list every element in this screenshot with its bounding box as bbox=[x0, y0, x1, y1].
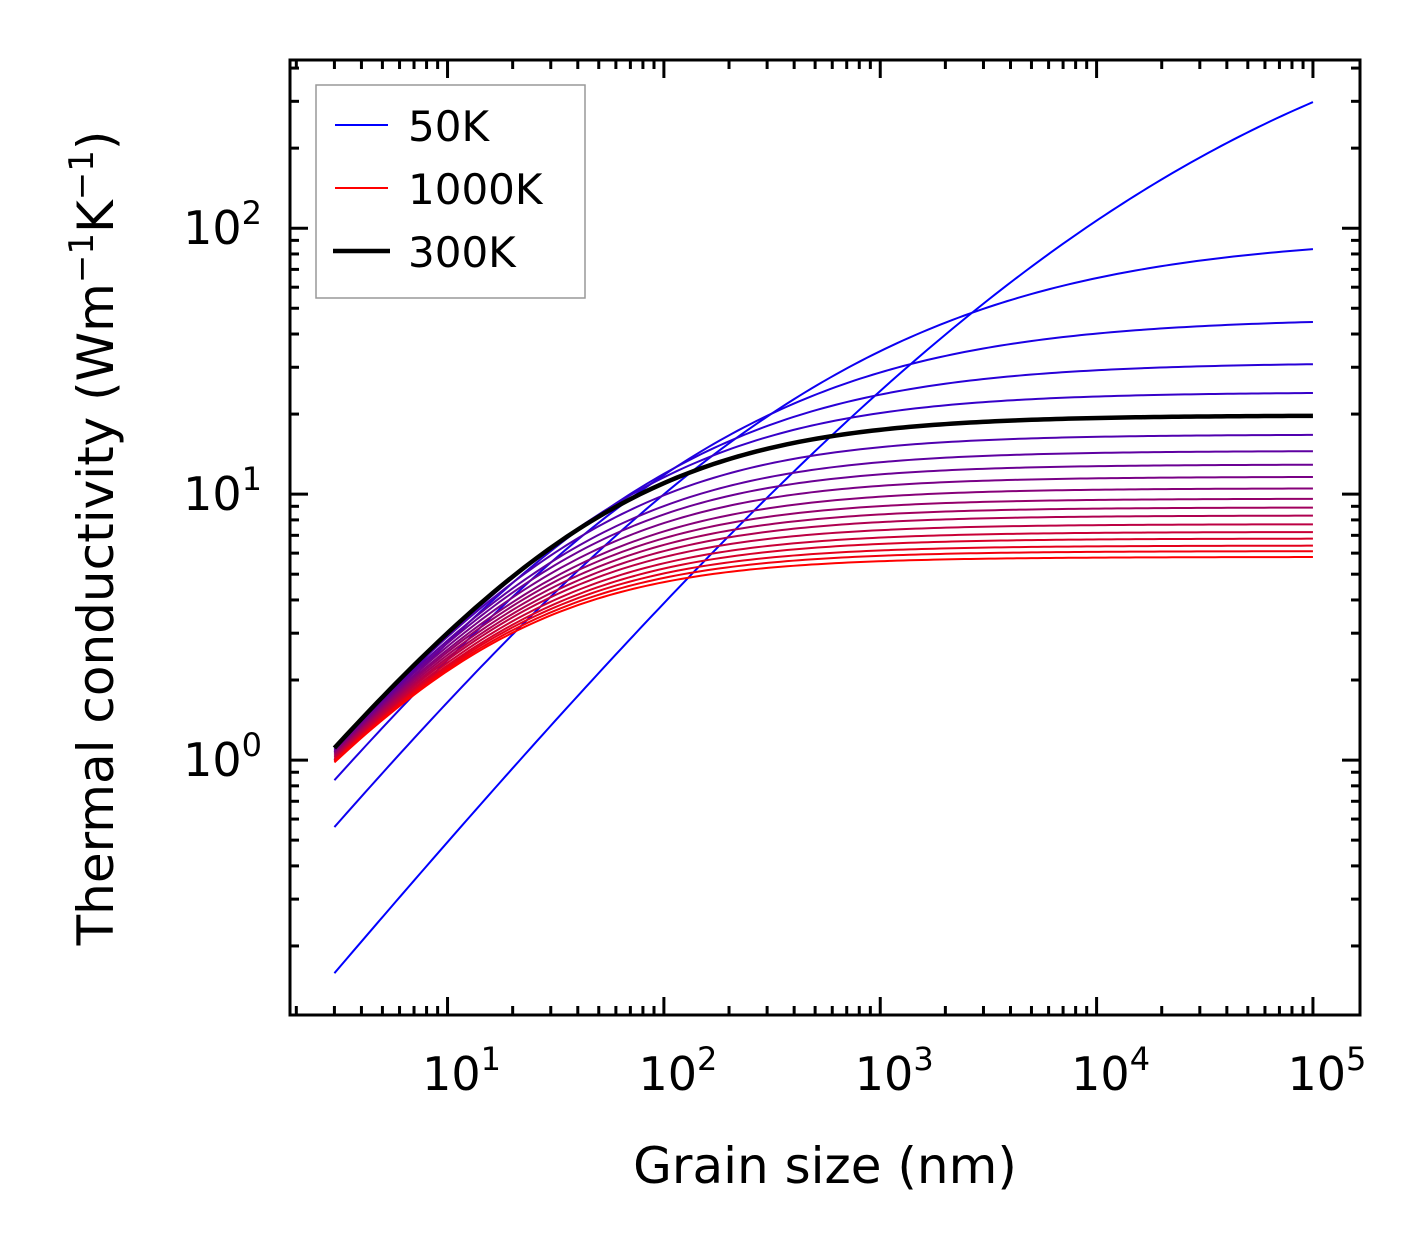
curve-150k bbox=[333, 320, 1313, 781]
legend-label-1000k: 1000K bbox=[408, 165, 544, 214]
curve-800k bbox=[333, 531, 1313, 760]
x-axis-label: Grain size (nm) bbox=[633, 1137, 1017, 1195]
curve-700k bbox=[333, 514, 1313, 758]
curve-850k bbox=[333, 537, 1313, 761]
x-tick-label: 103 bbox=[855, 1040, 934, 1101]
y-tick-label: 100 bbox=[183, 726, 262, 787]
curve-400k bbox=[333, 450, 1313, 751]
y-axis-label-close: ) bbox=[67, 131, 125, 151]
x-tick-label: 101 bbox=[422, 1040, 501, 1101]
plot-frame bbox=[288, 58, 1362, 1017]
curve-950k bbox=[333, 550, 1313, 762]
x-tick-label: 104 bbox=[1071, 1040, 1150, 1101]
curve-600k bbox=[333, 497, 1313, 756]
curve-350k bbox=[333, 433, 1313, 750]
curves-layer bbox=[332, 101, 1314, 974]
curve-500k bbox=[333, 475, 1313, 753]
y-tick-label: 102 bbox=[183, 194, 262, 255]
y-axis-label-main: Thermal conductivity (Wm bbox=[67, 283, 125, 946]
curve-1000k bbox=[333, 556, 1313, 764]
curve-50k bbox=[333, 101, 1314, 974]
curve-450k bbox=[333, 463, 1313, 752]
legend: 50K 1000K 300K bbox=[315, 84, 586, 299]
y-axis-label-exp1: −1 bbox=[62, 233, 102, 283]
curve-900k bbox=[333, 544, 1313, 762]
curve-200k bbox=[333, 363, 1313, 761]
curve-300k bbox=[332, 413, 1313, 750]
curve-100k bbox=[333, 248, 1314, 828]
x-tick-label: 102 bbox=[638, 1040, 717, 1101]
legend-label-300k: 300K bbox=[408, 228, 517, 277]
curve-750k bbox=[333, 523, 1313, 759]
curve-550k bbox=[333, 487, 1313, 755]
legend-label-50k: 50K bbox=[408, 102, 490, 151]
curve-650k bbox=[333, 506, 1313, 757]
y-axis-label-exp2: −1 bbox=[62, 150, 102, 200]
tick-labels-layer: 101 102 103 104 105 100 101 102 bbox=[183, 194, 1366, 1101]
x-tick-label: 105 bbox=[1287, 1040, 1366, 1101]
y-axis-label: Thermal conductivity (Wm−1K−1) bbox=[62, 131, 125, 947]
y-axis-label-k: K bbox=[67, 199, 125, 233]
y-tick-label: 101 bbox=[183, 460, 262, 521]
legend-box bbox=[315, 84, 586, 299]
